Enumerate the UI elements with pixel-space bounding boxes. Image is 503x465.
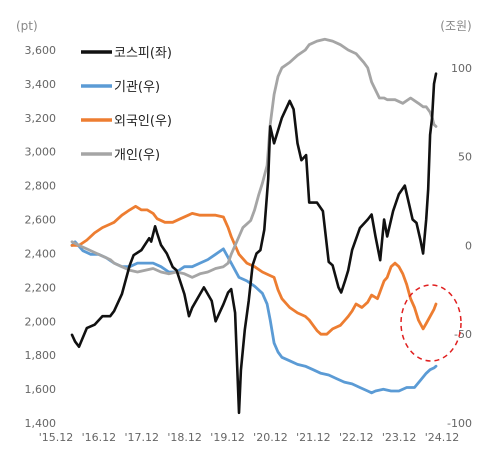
legend-label-0: 코스피(좌) (114, 46, 172, 61)
right-axis-unit: (조원) (440, 19, 471, 33)
series-line-2 (70, 204, 438, 336)
left-tick-label-7: 2,800 (25, 180, 57, 193)
right-tick-label-1: -50 (454, 328, 472, 341)
highlight-circle (400, 284, 462, 362)
x-axis: '15.12 '16.12 '17.12 '18.12 '19.12 '20.12 '21.… (39, 431, 460, 444)
x-tick-label-0: '15.12 (39, 431, 74, 444)
series-line-1 (70, 240, 438, 395)
left-tick-label-5: 2,400 (25, 247, 57, 260)
left-tick-label-3: 2,000 (25, 315, 57, 328)
x-tick-label-5: '20.12 (253, 431, 288, 444)
right-tick-label-0: -100 (447, 417, 472, 430)
series-line-3 (70, 37, 438, 279)
series-layer (70, 37, 438, 415)
left-tick-label-6: 2,600 (25, 214, 57, 227)
legend-label-3: 개인(우) (114, 148, 160, 163)
x-tick-label-3: '18.12 (167, 431, 202, 444)
x-tick-label-7: '22.12 (339, 431, 374, 444)
left-tick-label-10: 3,400 (25, 78, 57, 91)
left-tick-label-2: 1,800 (25, 349, 57, 362)
legend-label-2: 외국인(우) (114, 114, 172, 129)
x-tick-label-6: '21.12 (296, 431, 331, 444)
left-tick-label-1: 1,600 (25, 383, 57, 396)
left-tick-label-4: 2,200 (25, 281, 57, 294)
right-axis: -100 -50 0 50 100 (447, 62, 472, 430)
x-tick-label-8: '23.12 (382, 431, 417, 444)
right-tick-label-3: 50 (458, 151, 472, 164)
x-tick-label-1: '16.12 (82, 431, 117, 444)
legend: 코스피(좌) 기관(우) 외국인(우) 개인(우) (81, 46, 172, 163)
left-tick-label-0: 1,400 (25, 417, 57, 430)
x-tick-label-9: '24.12 (425, 431, 460, 444)
left-tick-label-9: 3,200 (25, 112, 57, 125)
series-line-0 (70, 72, 438, 415)
left-tick-label-8: 3,000 (25, 146, 57, 159)
legend-label-1: 기관(우) (114, 80, 160, 95)
x-tick-label-4: '19.12 (210, 431, 245, 444)
left-tick-label-11: 3,600 (25, 44, 57, 57)
right-tick-label-2: 0 (465, 239, 472, 252)
left-axis: 1,400 1,600 1,800 2,000 2,200 2,400 2,600 2,800… (25, 44, 57, 430)
right-tick-label-4: 100 (451, 62, 472, 75)
x-tick-label-2: '17.12 (125, 431, 160, 444)
left-axis-unit: (pt) (16, 19, 38, 33)
